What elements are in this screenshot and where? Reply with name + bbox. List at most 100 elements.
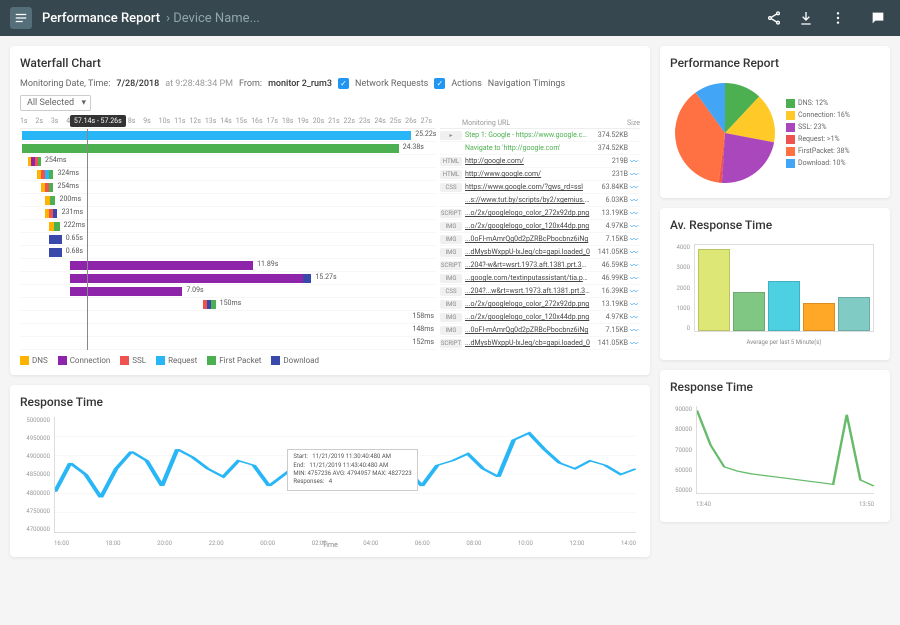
filter-date: 7/28/2018 (116, 79, 159, 89)
pie-legend-item: SSL: 23% (786, 123, 850, 132)
checkbox-actions[interactable]: ✓ (434, 78, 445, 89)
trend-icon[interactable]: 〰 (628, 299, 640, 310)
waterfall-row[interactable]: 7.09s (20, 285, 436, 298)
waterfall-table-row[interactable]: SCRIPT...o/2x/googlelogo_color_272x92dp.… (440, 207, 640, 220)
pie-legend-item: Download: 10% (786, 159, 850, 168)
filter-from-label: From: (239, 79, 262, 89)
waterfall-card: Waterfall Chart Monitoring Date, Time: 7… (10, 46, 650, 375)
waterfall-table-row[interactable]: ▸Step 1: Google - https://www.google.com… (440, 129, 640, 142)
trend-icon[interactable]: 〰 (628, 208, 640, 219)
share-icon[interactable] (762, 6, 786, 30)
trend-icon[interactable]: 〰 (628, 260, 640, 271)
waterfall-table-row[interactable]: SCRIPT...dMysbWxppU-lxJeq/cb=gapi.loaded… (440, 337, 640, 350)
filter-from-value: monitor 2_rum3 (268, 79, 332, 89)
trend-icon[interactable]: 〰 (628, 273, 640, 284)
legend-item: Request (156, 356, 197, 365)
trend-icon[interactable]: 〰 (628, 182, 640, 193)
response-time-tooltip: Start: 11/21/2019 11:30:40:480 AM End: 1… (287, 449, 417, 491)
legend-item: Download (271, 356, 319, 365)
legend-item: SSL (120, 356, 146, 365)
trend-icon[interactable]: 〰 (628, 247, 640, 258)
nav-timings-label: Navigation Timings (488, 79, 565, 89)
waterfall-table-row[interactable]: SCRIPT...204?-w&rt=wsrt.1973.aft.1381.pr… (440, 259, 640, 272)
mini-response-title: Response Time (670, 380, 880, 394)
pie-legend-item: Request: >1% (786, 135, 850, 144)
legend-item: First Packet (207, 356, 261, 365)
waterfall-row[interactable]: 222ms (20, 220, 436, 233)
waterfall-row[interactable]: 324ms (20, 168, 436, 181)
trend-icon[interactable]: 〰 (628, 234, 640, 245)
waterfall-row[interactable]: 24.38s (20, 142, 436, 155)
waterfall-rows: 25.22s57.14s - 57.26s24.38s254ms324ms254… (20, 129, 436, 350)
waterfall-row[interactable]: 254ms (20, 181, 436, 194)
trend-icon[interactable]: 〰 (628, 286, 640, 297)
waterfall-row[interactable]: 11.89s (20, 259, 436, 272)
trend-icon[interactable]: 〰 (628, 338, 640, 349)
waterfall-table: Monitoring URL Size ▸Step 1: Google - ht… (440, 117, 640, 350)
legend-item: DNS (20, 356, 48, 365)
trend-icon[interactable]: 〰 (628, 195, 640, 206)
pie-chart (670, 78, 780, 188)
waterfall-table-row[interactable]: Navigate to 'http://google.com'374.52KB (440, 142, 640, 155)
avg-response-chart: 40003000200010000 Average per last 5 Min… (670, 240, 880, 350)
pie-title: Performance Report (670, 56, 880, 70)
waterfall-row[interactable]: 25.22s57.14s - 57.26s (20, 129, 436, 142)
waterfall-row[interactable]: 158ms (20, 311, 436, 324)
trend-icon[interactable]: 〰 (628, 325, 640, 336)
top-bar: Performance Report › Device Name... (0, 0, 900, 36)
waterfall-row[interactable]: 231ms (20, 207, 436, 220)
pie-legend: DNS: 12% Connection: 16% SSL: 23% Request: … (786, 99, 850, 168)
waterfall-table-row[interactable]: IMG...o/2x/googlelogo_color_120x44dp.png… (440, 220, 640, 233)
waterfall-row[interactable]: 0.68s (20, 246, 436, 259)
chat-icon[interactable] (866, 6, 890, 30)
checkbox-network[interactable]: ✓ (338, 78, 349, 89)
waterfall-table-row[interactable]: IMG...o/2x/googlelogo_color_272x92dp.png… (440, 298, 640, 311)
trend-icon[interactable]: 〰 (628, 169, 640, 180)
trend-icon[interactable]: 〰 (628, 221, 640, 232)
more-icon[interactable] (826, 6, 850, 30)
download-icon[interactable] (794, 6, 818, 30)
waterfall-row[interactable]: 254ms (20, 155, 436, 168)
avg-response-card: Av. Response Time 40003000200010000 Aver… (660, 208, 890, 360)
waterfall-table-row[interactable]: IMG...o/2x/googlelogo_color_120x44dp.png… (440, 311, 640, 324)
page-title: Performance Report (42, 11, 160, 26)
waterfall-row[interactable]: 150ms (20, 298, 436, 311)
filter-time: at 9:28:48:34 PM (165, 79, 233, 89)
response-time-card: Response Time 50000004950000490000048500… (10, 385, 650, 557)
trend-icon[interactable]: 〰 (628, 312, 640, 323)
waterfall-row[interactable]: 152ms (20, 337, 436, 350)
waterfall-title: Waterfall Chart (20, 56, 640, 70)
waterfall-table-row[interactable]: HTMLhttp://google.com/219B〰 (440, 155, 640, 168)
waterfall-row[interactable]: 200ms (20, 194, 436, 207)
waterfall-table-row[interactable]: IMG...0oFI-mAmrQg0d2pZRBcPbocbnz6iNg7.15… (440, 233, 640, 246)
nav-timings-select[interactable]: All Selected (20, 95, 91, 111)
menu-icon[interactable] (10, 7, 32, 29)
filter-datetime-label: Monitoring Date, Time: (20, 79, 110, 89)
breadcrumb: › Device Name... (166, 11, 260, 26)
mini-response-card: Response Time 9000080000700006000050000 … (660, 370, 890, 522)
response-time-title: Response Time (20, 395, 640, 409)
pie-legend-item: DNS: 12% (786, 99, 850, 108)
pie-legend-item: Connection: 16% (786, 111, 850, 120)
waterfall-table-row[interactable]: IMG...0oFI-mAmrQg0d2pZRBcPbocbnz6iNg7.15… (440, 324, 640, 337)
pie-legend-item: FirstPacket: 38% (786, 147, 850, 156)
waterfall-table-row[interactable]: ...s://www.tut.by/scripts/by2/xgemius.js… (440, 194, 640, 207)
waterfall-table-row[interactable]: IMG...dMysbWxppU-lxJeq/cb=gapi.loaded_01… (440, 246, 640, 259)
waterfall-legend: DNS Connection SSL Request First Packet Downl… (20, 356, 640, 365)
waterfall-row[interactable]: 148ms (20, 324, 436, 337)
waterfall-table-row[interactable]: CSShttps://www.google.com/?gws_rd=ssl63.… (440, 181, 640, 194)
waterfall-table-row[interactable]: HTMLhttp://www.google.com/231B〰 (440, 168, 640, 181)
avg-response-title: Av. Response Time (670, 218, 880, 232)
response-time-chart: 5000000495000049000004850000480000047500… (20, 417, 640, 547)
waterfall-row[interactable]: 0.65s (20, 233, 436, 246)
checkbox-network-label: Network Requests (355, 79, 428, 89)
pie-card: Performance Report DNS: 12% Connection: 1… (660, 46, 890, 198)
waterfall-chart: 1s2s3s4s5s6s7s8s9s10s11s12s13s14s15s16s1… (20, 117, 436, 350)
legend-item: Connection (58, 356, 111, 365)
waterfall-table-row[interactable]: CSS...204?...w&rt=wsrt.1973.aft.1381.prt… (440, 285, 640, 298)
checkbox-actions-label: Actions (451, 79, 481, 89)
trend-icon[interactable]: 〰 (628, 156, 640, 167)
waterfall-table-row[interactable]: IMG...google.com/textinputassistant/tia.… (440, 272, 640, 285)
waterfall-filters: Monitoring Date, Time: 7/28/2018 at 9:28… (20, 78, 640, 111)
waterfall-row[interactable]: 15.27s (20, 272, 436, 285)
